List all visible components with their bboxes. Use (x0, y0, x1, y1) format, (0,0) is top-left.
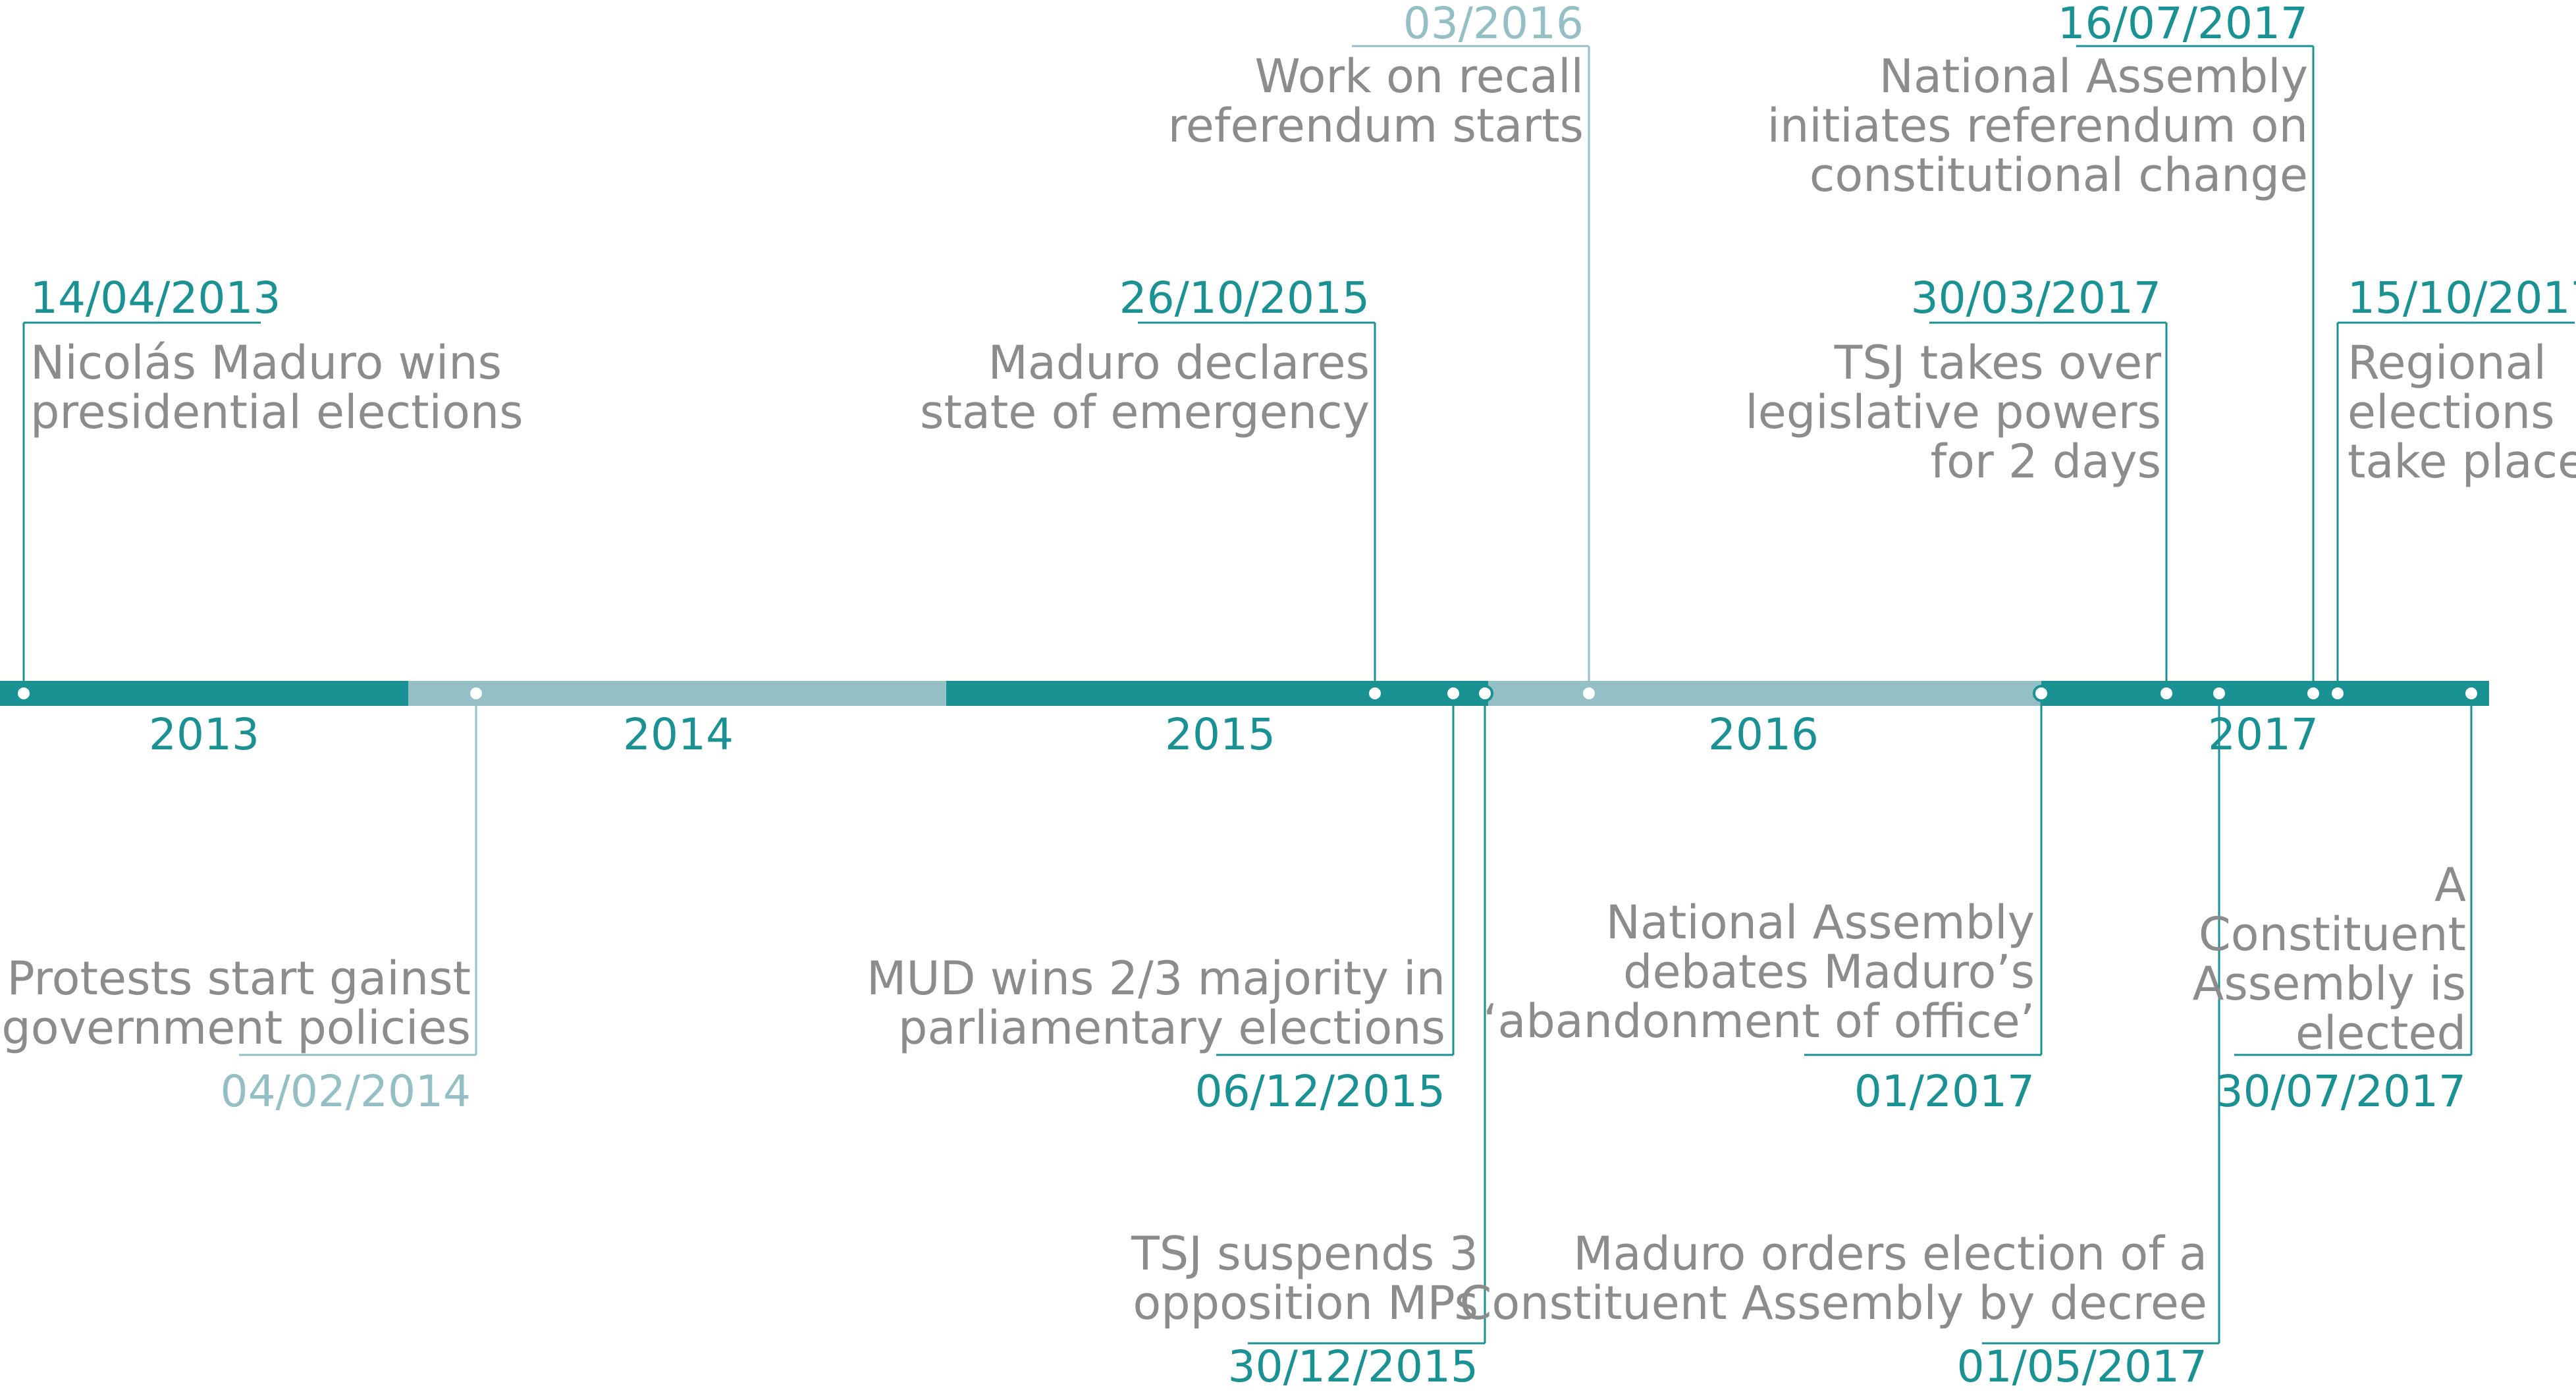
event-dot (468, 685, 485, 702)
event-description-line: for 2 days (1930, 435, 2161, 489)
event-dot (1445, 685, 1462, 702)
event-4: 06/12/2015 MUD wins 2/3 majority inparlia… (867, 693, 1455, 1117)
event-date: 26/10/2015 (1119, 273, 1370, 323)
event-description-line: take place (2348, 435, 2576, 489)
event-description-line: Maduro orders election of a (1573, 1227, 2207, 1281)
event-2: 04/02/2014 Protests start gainstgovernmen… (1, 693, 477, 1117)
timeline-segment-2014 (408, 681, 946, 706)
event-description-line: Constituent Assembly by decree (1460, 1276, 2207, 1330)
event-date: 03/2016 (1403, 0, 1584, 49)
event-description-line: Assembly is (2192, 957, 2466, 1011)
event-date: 16/07/2017 (2058, 0, 2308, 49)
timeline-segment-2016 (1488, 681, 2041, 706)
event-date: 14/04/2013 (30, 273, 281, 323)
timeline-segment-2015 (946, 681, 1488, 706)
event-date: 04/02/2014 (221, 1066, 471, 1117)
event-description-line: ‘abandonment of office’ (1483, 994, 2035, 1048)
event-dot (2033, 685, 2050, 702)
event-description-line: Maduro declares (988, 336, 1370, 390)
event-description-line: MUD wins 2/3 majority in (867, 952, 1445, 1005)
event-description-line: constitutional change (1810, 148, 2308, 202)
timeline-segment-2017 (2041, 681, 2489, 706)
event-description-line: elections (2348, 385, 2555, 439)
event-9: 01/05/2017 Maduro orders election of aCon… (1460, 693, 2220, 1392)
event-dot (15, 685, 32, 702)
event-description-line: referendum starts (1168, 99, 1584, 153)
year-label-2016: 2016 (1708, 709, 1819, 760)
event-dot (1366, 685, 1383, 702)
event-description-line: TSJ suspends 3 (1131, 1227, 1478, 1281)
event-description-line: government policies (1, 1001, 471, 1055)
event-dot (2463, 685, 2480, 702)
year-label-2015: 2015 (1165, 709, 1275, 760)
event-dot (2329, 685, 2346, 702)
event-date: 30/07/2017 (2216, 1066, 2466, 1117)
event-description-line: Constituent (2199, 907, 2466, 961)
event-description-line: elected (2295, 1006, 2466, 1060)
event-date: 01/05/2017 (1957, 1341, 2207, 1392)
event-description-line: parliamentary elections (898, 1001, 1445, 1055)
event-description-line: presidential elections (30, 385, 523, 439)
event-description-line: TSJ takes over (1834, 336, 2162, 390)
event-date: 30/03/2017 (1911, 273, 2161, 323)
event-dot (1580, 685, 1597, 702)
event-dot (2158, 685, 2175, 702)
year-label-2013: 2013 (149, 709, 259, 760)
event-date: 30/12/2015 (1228, 1341, 1478, 1392)
event-description-line: debates Maduro’s (1623, 945, 2035, 999)
event-description-line: Protests start gainst (7, 952, 471, 1005)
event-description-line: state of emergency (920, 385, 1370, 439)
event-description-line: A (2434, 858, 2466, 912)
event-description-line: Nicolás Maduro wins (30, 336, 502, 390)
year-label-2014: 2014 (623, 709, 734, 760)
event-description-line: National Assembly (1606, 896, 2035, 950)
event-dot (2211, 685, 2228, 702)
year-label-2017: 2017 (2208, 709, 2319, 760)
event-date: 01/2017 (1854, 1066, 2035, 1117)
event-date: 15/10/2017 (2348, 273, 2576, 323)
timeline-segment-2013 (0, 681, 408, 706)
event-description-line: Regional (2348, 336, 2546, 390)
event-dot (1476, 685, 1493, 702)
event-date: 06/12/2015 (1195, 1066, 1445, 1117)
event-dot (2305, 685, 2322, 702)
event-description-line: Work on recall (1254, 49, 1584, 103)
event-description-line: initiates referendum on (1767, 99, 2308, 153)
event-description-line: National Assembly (1879, 49, 2308, 103)
event-description-line: opposition MPs (1133, 1276, 1478, 1330)
event-description-line: legislative powers (1745, 385, 2161, 439)
event-1: 14/04/2013 Nicolás Maduro winspresidentia… (22, 273, 523, 693)
